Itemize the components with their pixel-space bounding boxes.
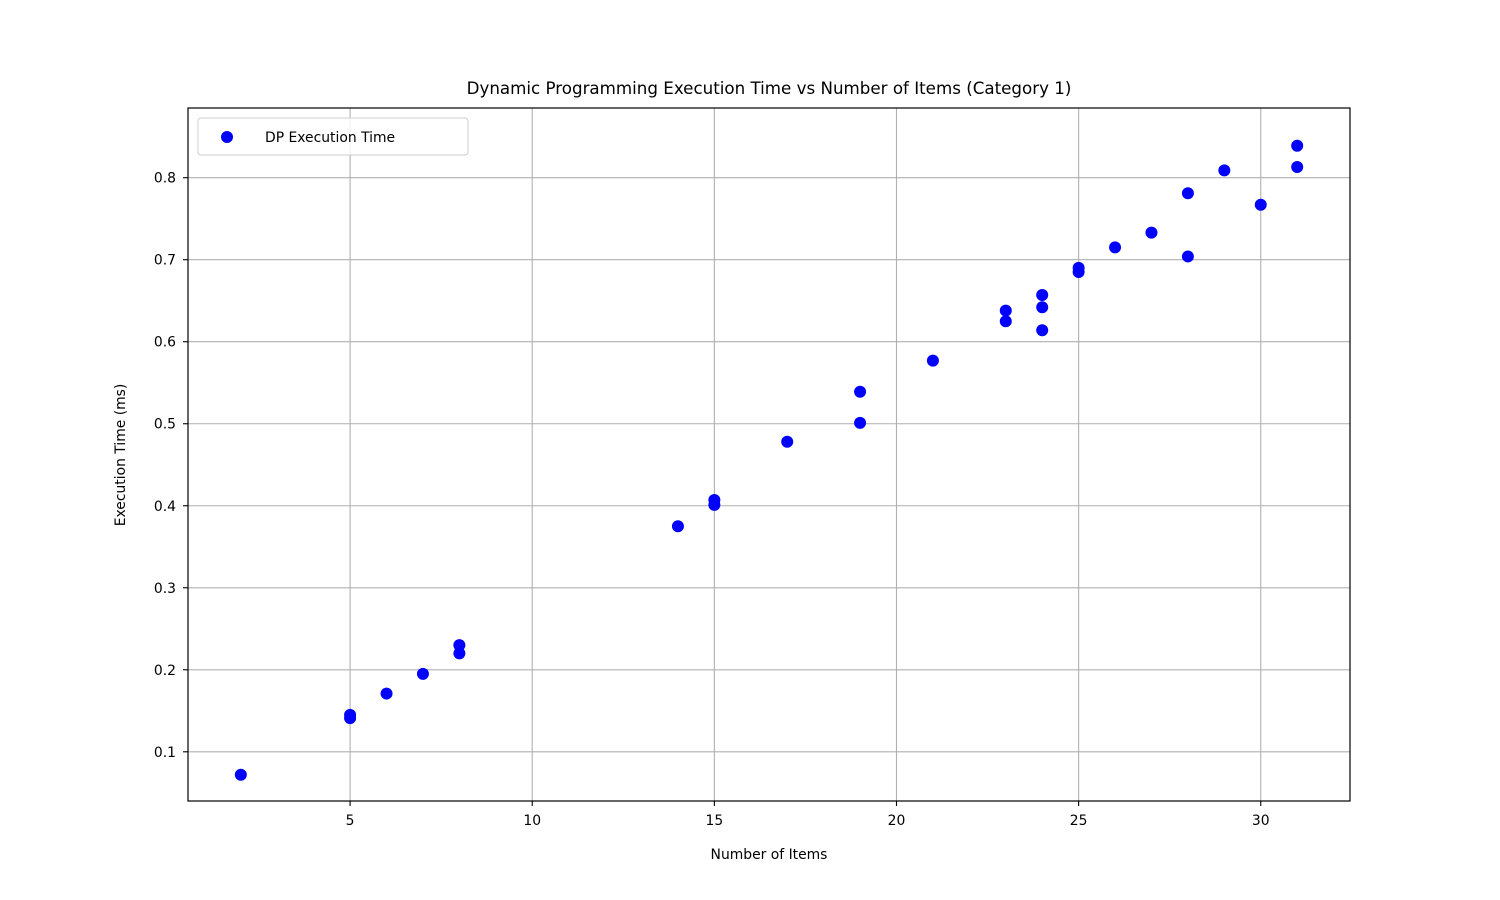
y-tick-label: 0.5 — [154, 417, 176, 433]
x-tick-label: 20 — [888, 813, 906, 829]
y-axis-label: Execution Time (ms) — [113, 384, 129, 527]
data-point — [1291, 139, 1304, 152]
data-point — [1291, 161, 1304, 174]
x-tick-label: 15 — [706, 813, 724, 829]
data-point — [1145, 226, 1158, 239]
y-tick-label: 0.4 — [154, 499, 176, 515]
data-point — [1072, 266, 1085, 279]
legend-label: DP Execution Time — [265, 130, 395, 146]
data-point — [1181, 250, 1194, 263]
chart-title: Dynamic Programming Execution Time vs Nu… — [467, 78, 1072, 98]
x-tick-label: 10 — [523, 813, 541, 829]
x-tick-label: 25 — [1070, 813, 1088, 829]
plot-area-frame — [187, 107, 1351, 802]
data-point — [708, 498, 721, 511]
x-axis-label: Number of Items — [711, 847, 828, 863]
data-point — [416, 667, 429, 680]
x-tick-label: 5 — [346, 813, 355, 829]
data-point — [234, 768, 247, 781]
data-point — [781, 435, 794, 448]
data-point — [1218, 164, 1231, 177]
legend: DP Execution Time — [197, 117, 469, 156]
data-point — [999, 304, 1012, 317]
data-point — [854, 416, 867, 429]
y-tick-label: 0.2 — [154, 663, 176, 679]
data-point — [1181, 187, 1194, 200]
data-point — [1036, 324, 1049, 337]
data-point — [1109, 241, 1122, 254]
x-tick-label: 30 — [1252, 813, 1270, 829]
legend-box — [197, 117, 469, 156]
y-tick-label: 0.1 — [154, 745, 176, 761]
data-point — [854, 385, 867, 398]
legend-marker-icon — [221, 131, 233, 143]
data-point — [453, 647, 466, 660]
grid-lines — [188, 108, 1350, 801]
data-point — [1254, 198, 1267, 211]
data-point — [1036, 301, 1049, 314]
y-tick-label: 0.3 — [154, 581, 176, 597]
y-tick-label: 0.8 — [154, 171, 176, 187]
data-point — [453, 639, 466, 652]
data-points — [234, 139, 1304, 781]
data-point — [380, 687, 393, 700]
data-point — [344, 712, 357, 725]
data-point — [671, 520, 684, 533]
y-tick-label: 0.7 — [154, 253, 176, 269]
data-point — [1036, 288, 1049, 301]
data-point — [926, 354, 939, 367]
data-point — [999, 315, 1012, 328]
y-axis-ticks: 0.1 0.2 0.3 0.4 0.5 0.6 0.7 0.8 — [154, 171, 188, 761]
y-tick-label: 0.6 — [154, 335, 176, 351]
x-axis-ticks: 5 10 15 20 25 30 — [346, 801, 1270, 829]
